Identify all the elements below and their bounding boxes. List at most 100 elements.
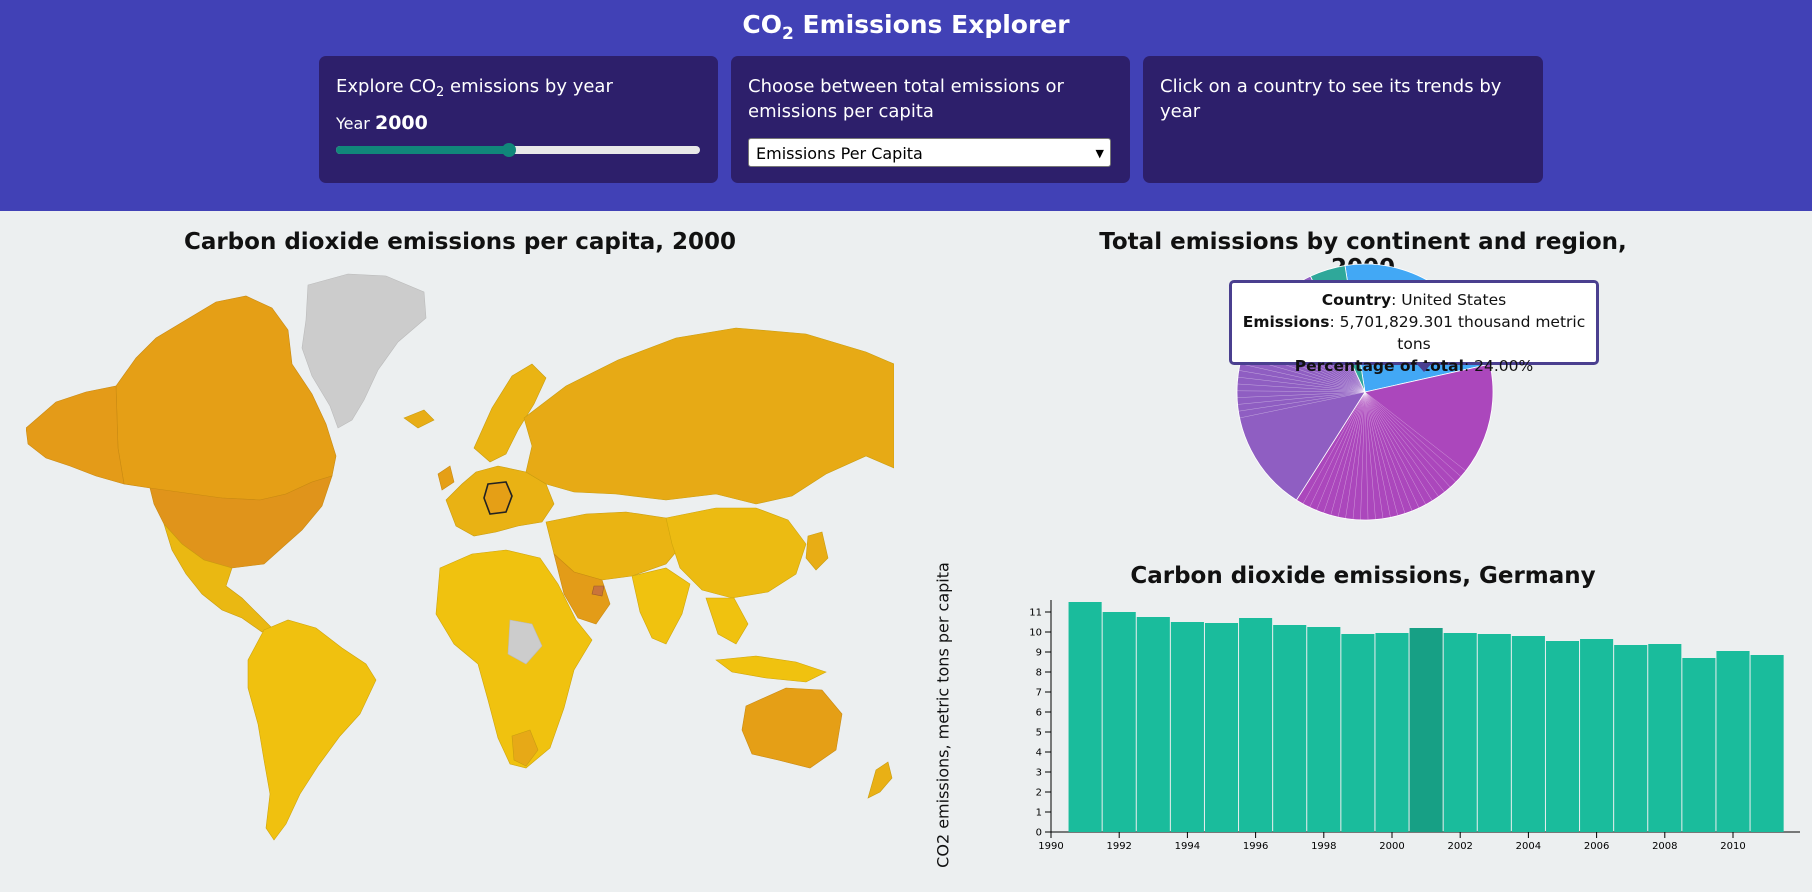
info-panel: Click on a country to see its trends by …: [1143, 56, 1543, 183]
pie-country-divider: [1240, 363, 1366, 393]
pie-country-divider: [1364, 391, 1420, 509]
pie-country-divider: [1364, 391, 1451, 488]
bar-1993[interactable]: [1170, 622, 1204, 832]
map-country-uae[interactable]: [591, 585, 605, 597]
bar-2001[interactable]: [1443, 633, 1477, 832]
map-country-sudan[interactable]: [507, 619, 543, 665]
bar-2002[interactable]: [1477, 634, 1511, 832]
chevron-down-icon: ▼: [1095, 147, 1104, 160]
bar-1992[interactable]: [1136, 617, 1170, 832]
pie-country-divider: [1323, 391, 1366, 514]
bar-1990[interactable]: [1068, 602, 1102, 832]
map-country-australia[interactable]: [741, 687, 843, 769]
map-region-scandinavia[interactable]: [473, 363, 547, 463]
map-region-africa[interactable]: [435, 549, 593, 769]
bar-chart-title: Carbon dioxide emissions, Germany: [1130, 563, 1596, 589]
pie-country-divider: [1238, 370, 1366, 393]
map-country-japan[interactable]: [805, 531, 829, 571]
app-title: CO2 Emissions Explorer: [742, 10, 1070, 44]
bar-2006[interactable]: [1614, 645, 1648, 832]
bar-chart-x-tick-label: 2004: [1516, 841, 1541, 852]
map-country-greenland[interactable]: [301, 273, 427, 429]
pie-country-divider: [1364, 391, 1376, 520]
pie-country-divider: [1237, 390, 1366, 393]
bar-chart-y-tick-label: 5: [1036, 728, 1042, 739]
bar-1998[interactable]: [1341, 634, 1375, 832]
pie-country-divider: [1364, 391, 1433, 502]
bar-chart-x-tick-label: 1994: [1175, 841, 1200, 852]
pie-country-divider: [1364, 391, 1369, 520]
pie-country-divider: [1238, 391, 1366, 412]
bar-2000[interactable]: [1409, 628, 1443, 832]
world-map[interactable]: [26, 268, 894, 858]
bar-1996[interactable]: [1273, 625, 1307, 832]
pie-country-divider: [1237, 376, 1366, 393]
bar-2009[interactable]: [1716, 651, 1750, 832]
type-panel: Choose between total emissions or emissi…: [731, 56, 1130, 183]
pie-tooltip: Country: United States Emissions: 5,701,…: [1229, 280, 1599, 375]
map-country-south-africa[interactable]: [511, 729, 539, 767]
map-country-iceland[interactable]: [403, 409, 435, 429]
pie-country-divider: [1364, 391, 1406, 514]
year-slider[interactable]: [336, 143, 700, 157]
bar-chart-y-tick-label: 11: [1029, 608, 1042, 619]
type-panel-label: Choose between total emissions or emissi…: [748, 76, 1064, 122]
pie-country-divider: [1316, 391, 1366, 511]
map-country-alaska[interactable]: [26, 385, 125, 485]
map-country-canada[interactable]: [115, 295, 337, 501]
pie-country-divider: [1364, 391, 1462, 477]
map-country-india[interactable]: [631, 567, 691, 645]
bar-2007[interactable]: [1648, 644, 1682, 832]
tooltip-emissions-row: Emissions: 5,701,829.301 thousand metric…: [1242, 313, 1586, 353]
bar-chart-y-tick-label: 1: [1036, 808, 1042, 819]
pie-country-divider: [1237, 391, 1366, 398]
bar-chart-y-tick-label: 0: [1036, 828, 1042, 839]
pie-country-divider: [1364, 391, 1413, 512]
pie-country-divider: [1237, 391, 1366, 405]
bar-1994[interactable]: [1204, 623, 1239, 832]
bar-1991[interactable]: [1102, 612, 1136, 832]
bar-chart-x-tick-label: 1996: [1243, 841, 1268, 852]
map-country-indonesia[interactable]: [715, 655, 827, 683]
pie-country-divider: [1364, 391, 1439, 497]
bar-2005[interactable]: [1580, 639, 1614, 832]
emissions-type-select[interactable]: Emissions Per Capita ▼: [748, 138, 1111, 167]
pie-country-divider: [1352, 391, 1366, 520]
map-country-russia[interactable]: [523, 327, 894, 505]
year-value: 2000: [374, 112, 428, 134]
bar-chart-y-tick-label: 6: [1036, 708, 1042, 719]
pie-country-divider: [1364, 391, 1384, 519]
year-slider-fill: [336, 146, 510, 154]
bar-chart-x-tick-label: 2010: [1720, 841, 1745, 852]
bar-2003[interactable]: [1511, 636, 1545, 832]
year-readout: Year 2000: [336, 112, 428, 134]
map-region-southeast-asia[interactable]: [705, 597, 749, 645]
pie-country-divider: [1364, 391, 1457, 483]
bar-1999[interactable]: [1375, 633, 1409, 832]
bar-2004[interactable]: [1545, 641, 1580, 832]
year-slider-thumb[interactable]: [502, 143, 517, 157]
pie-country-divider: [1337, 391, 1366, 518]
pie-country-divider: [1330, 391, 1366, 516]
bar-1995[interactable]: [1239, 618, 1273, 832]
bar-chart-y-tick-label: 3: [1036, 768, 1042, 779]
bar-chart-y-tick-label: 4: [1036, 748, 1042, 759]
pie-country-divider: [1309, 391, 1366, 508]
map-country-china[interactable]: [665, 507, 807, 599]
bar-chart-y-tick-label: 8: [1036, 668, 1042, 679]
map-region-south-america[interactable]: [247, 619, 377, 841]
map-country-united-kingdom[interactable]: [437, 465, 455, 491]
bar-2008[interactable]: [1682, 658, 1716, 832]
pie-country-divider: [1345, 391, 1366, 519]
bar-chart-y-tick-label: 2: [1036, 788, 1042, 799]
map-country-new-zealand[interactable]: [867, 761, 893, 799]
bar-chart-y-tick-label: 9: [1036, 648, 1042, 659]
pie-country-divider: [1364, 391, 1466, 472]
bar-chart: 0 1 2 3 4 5 6 7 8 9 10 11 1990 1992 1994 1996 1998 2000 20…: [1029, 600, 1800, 852]
bar-1997[interactable]: [1307, 627, 1341, 832]
pie-slice-asia-many-countries-[interactable]: [1295, 363, 1494, 521]
map-country-saudi-arabia[interactable]: [553, 553, 611, 625]
bar-2010[interactable]: [1750, 655, 1784, 832]
map-country-germany[interactable]: [483, 481, 513, 515]
tooltip-arrow: [1416, 363, 1432, 372]
